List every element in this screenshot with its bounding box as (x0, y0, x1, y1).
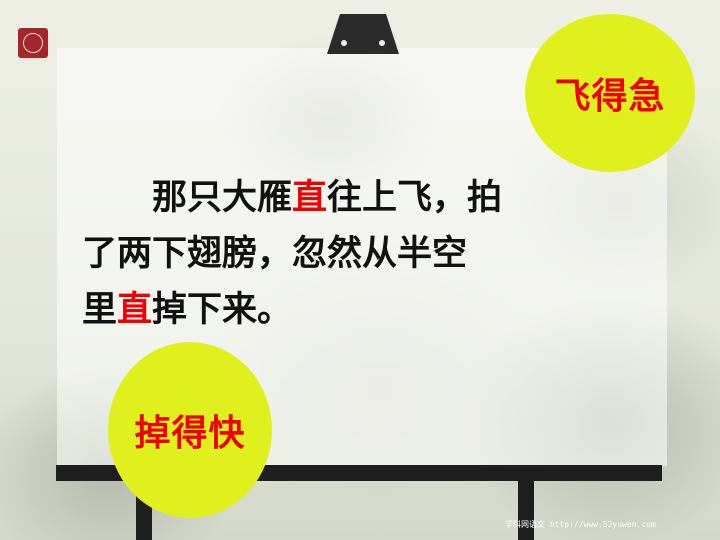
highlight-word: 直 (292, 178, 328, 218)
passage-text: 那只大雁直往上飞，拍 了两下翅膀，忽然从半空 里直掉下来。 (82, 170, 642, 338)
label-circle-top: 飞得急 (525, 14, 695, 172)
passage-segment: 那只大雁 (152, 178, 293, 218)
passage-segment: 里 (82, 290, 118, 330)
board-stand-leg-right (518, 478, 534, 540)
passage-line-2: 了两下翅膀，忽然从半空 (82, 234, 468, 274)
seal-ring (23, 33, 43, 53)
board-clip-icon (327, 14, 399, 54)
label-circle-bottom: 掉得快 (108, 342, 272, 518)
circle-bottom-label: 掉得快 (134, 413, 246, 454)
seal-logo-icon (18, 28, 48, 58)
highlight-word: 直 (117, 290, 153, 330)
circle-top-label: 飞得急 (554, 76, 666, 117)
footer-watermark: 学科网语文 http://www.52yuwen.com (505, 520, 656, 529)
passage-segment: 掉下来。 (152, 290, 293, 330)
passage-line-3: 里直掉下来。 (82, 282, 642, 338)
clip-hole (379, 40, 385, 46)
passage-segment: 往上飞，拍 (327, 178, 503, 218)
clip-hole (341, 40, 347, 46)
passage-line-1: 那只大雁直往上飞，拍 (82, 170, 642, 226)
